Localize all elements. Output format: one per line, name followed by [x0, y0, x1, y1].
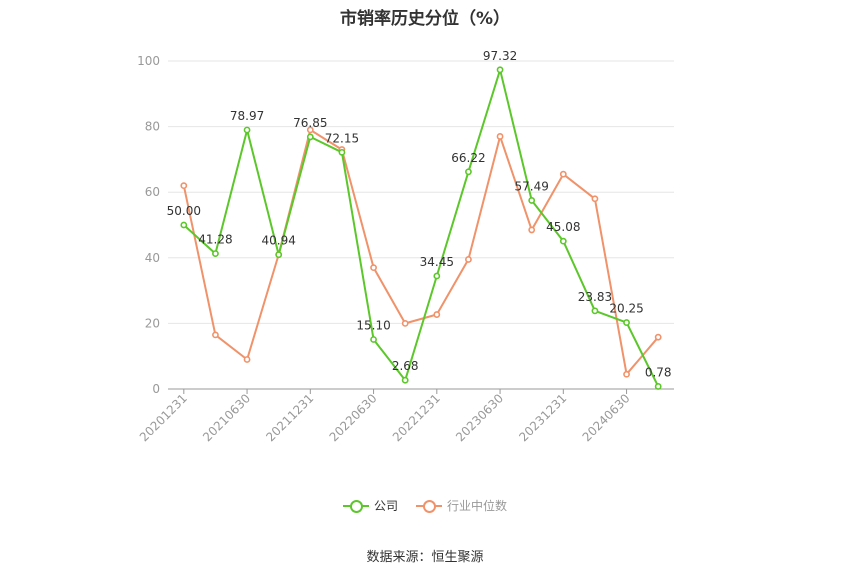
y-tick-label-100: 100	[137, 54, 160, 68]
series-0-point-0	[180, 221, 188, 229]
data-label-9: 66.22	[451, 151, 485, 165]
data-label-15: 0.78	[645, 365, 672, 379]
y-tick-label-20: 20	[145, 316, 160, 330]
legend-item-industry-median[interactable]: 行业中位数	[416, 497, 507, 514]
series-0-point-15	[654, 383, 662, 390]
series-0-point-10	[496, 66, 504, 74]
series-1-point-0	[180, 182, 188, 190]
x-tick-label-20220630: 20220630	[327, 391, 380, 444]
series-1-point-2	[243, 356, 251, 363]
y-tick-label-40: 40	[145, 251, 160, 265]
series-1-point-12	[559, 170, 567, 178]
x-tick-label-20221231: 20221231	[390, 391, 443, 444]
series-1-point-9	[465, 256, 472, 263]
series-line-0	[183, 68, 660, 387]
series-group	[180, 66, 662, 390]
series-0-point-6	[370, 336, 377, 343]
data-label-6: 15.10	[356, 318, 390, 332]
data-label-7: 2.68	[392, 359, 419, 373]
legend-label-industry-median: 行业中位数	[447, 499, 508, 513]
series-0-point-7	[401, 376, 409, 384]
data-label-12: 45.08	[546, 220, 580, 234]
data-label-3: 40.94	[262, 234, 296, 248]
legend-item-company[interactable]: 公司	[342, 497, 398, 514]
data-label-5: 72.15	[325, 131, 359, 145]
legend: 公司 行业中位数	[0, 497, 850, 514]
grid-lines	[168, 60, 674, 324]
chart-title: 市销率历史分位（%）	[339, 9, 511, 29]
series-0-point-5	[338, 148, 346, 156]
data-label-11: 57.49	[515, 179, 549, 193]
series-1-point-13	[591, 195, 599, 203]
x-tick-label-20240630: 20240630	[580, 391, 633, 444]
series-1-point-7	[401, 319, 409, 327]
series-0-point-13	[591, 307, 599, 315]
series-0-point-3	[275, 251, 283, 259]
series-1-point-10	[496, 133, 504, 140]
series-0-point-11	[528, 197, 536, 204]
y-tick-label-0: 0	[152, 382, 160, 396]
series-0-point-1	[212, 250, 219, 258]
data-label-13: 23.83	[578, 290, 612, 304]
series-0-point-8	[433, 272, 441, 280]
series-1-point-14	[623, 370, 630, 378]
series-0-point-4	[306, 133, 314, 141]
legend-label-company: 公司	[373, 499, 398, 513]
series-0-point-12	[559, 237, 567, 245]
x-tick-label-20231231: 20231231	[516, 391, 569, 444]
series-1-point-8	[433, 311, 441, 318]
series-0-point-9	[465, 168, 472, 176]
x-tick-label-20211231: 20211231	[263, 391, 316, 444]
data-label-8: 34.45	[420, 255, 454, 269]
series-0-point-14	[623, 319, 630, 326]
series-0-point-2	[243, 126, 251, 134]
x-tick-label-20210630: 20210630	[200, 391, 253, 444]
series-1-point-1	[212, 331, 219, 339]
data-label-4: 76.85	[293, 116, 327, 130]
data-label-1: 41.28	[198, 233, 232, 247]
data-label-10: 97.32	[483, 49, 517, 63]
series-line-1	[182, 128, 659, 376]
x-tick-label-20201231: 20201231	[137, 391, 190, 444]
axes	[168, 388, 674, 394]
series-1-point-6	[370, 264, 377, 272]
x-tick-label-20230630: 20230630	[453, 391, 506, 444]
data-label-2: 78.97	[230, 109, 264, 123]
series-1-point-4	[306, 126, 314, 134]
legend-swatch-industry-median	[416, 499, 442, 513]
series-1-point-11	[528, 226, 536, 234]
y-tick-label-60: 60	[145, 185, 160, 199]
data-label-0: 50.00	[167, 204, 201, 218]
y-tick-labels: 0 20 40 60 80 100	[137, 54, 160, 396]
data-source: 数据来源：恒生聚源	[366, 550, 484, 565]
data-label-14: 20.25	[609, 302, 643, 316]
series-1-point-15	[654, 333, 662, 341]
x-tick-labels: 20201231 20210630 20211231 20220630 20221231…	[137, 391, 633, 444]
legend-swatch-company	[342, 499, 369, 513]
y-tick-label-80: 80	[145, 120, 160, 134]
